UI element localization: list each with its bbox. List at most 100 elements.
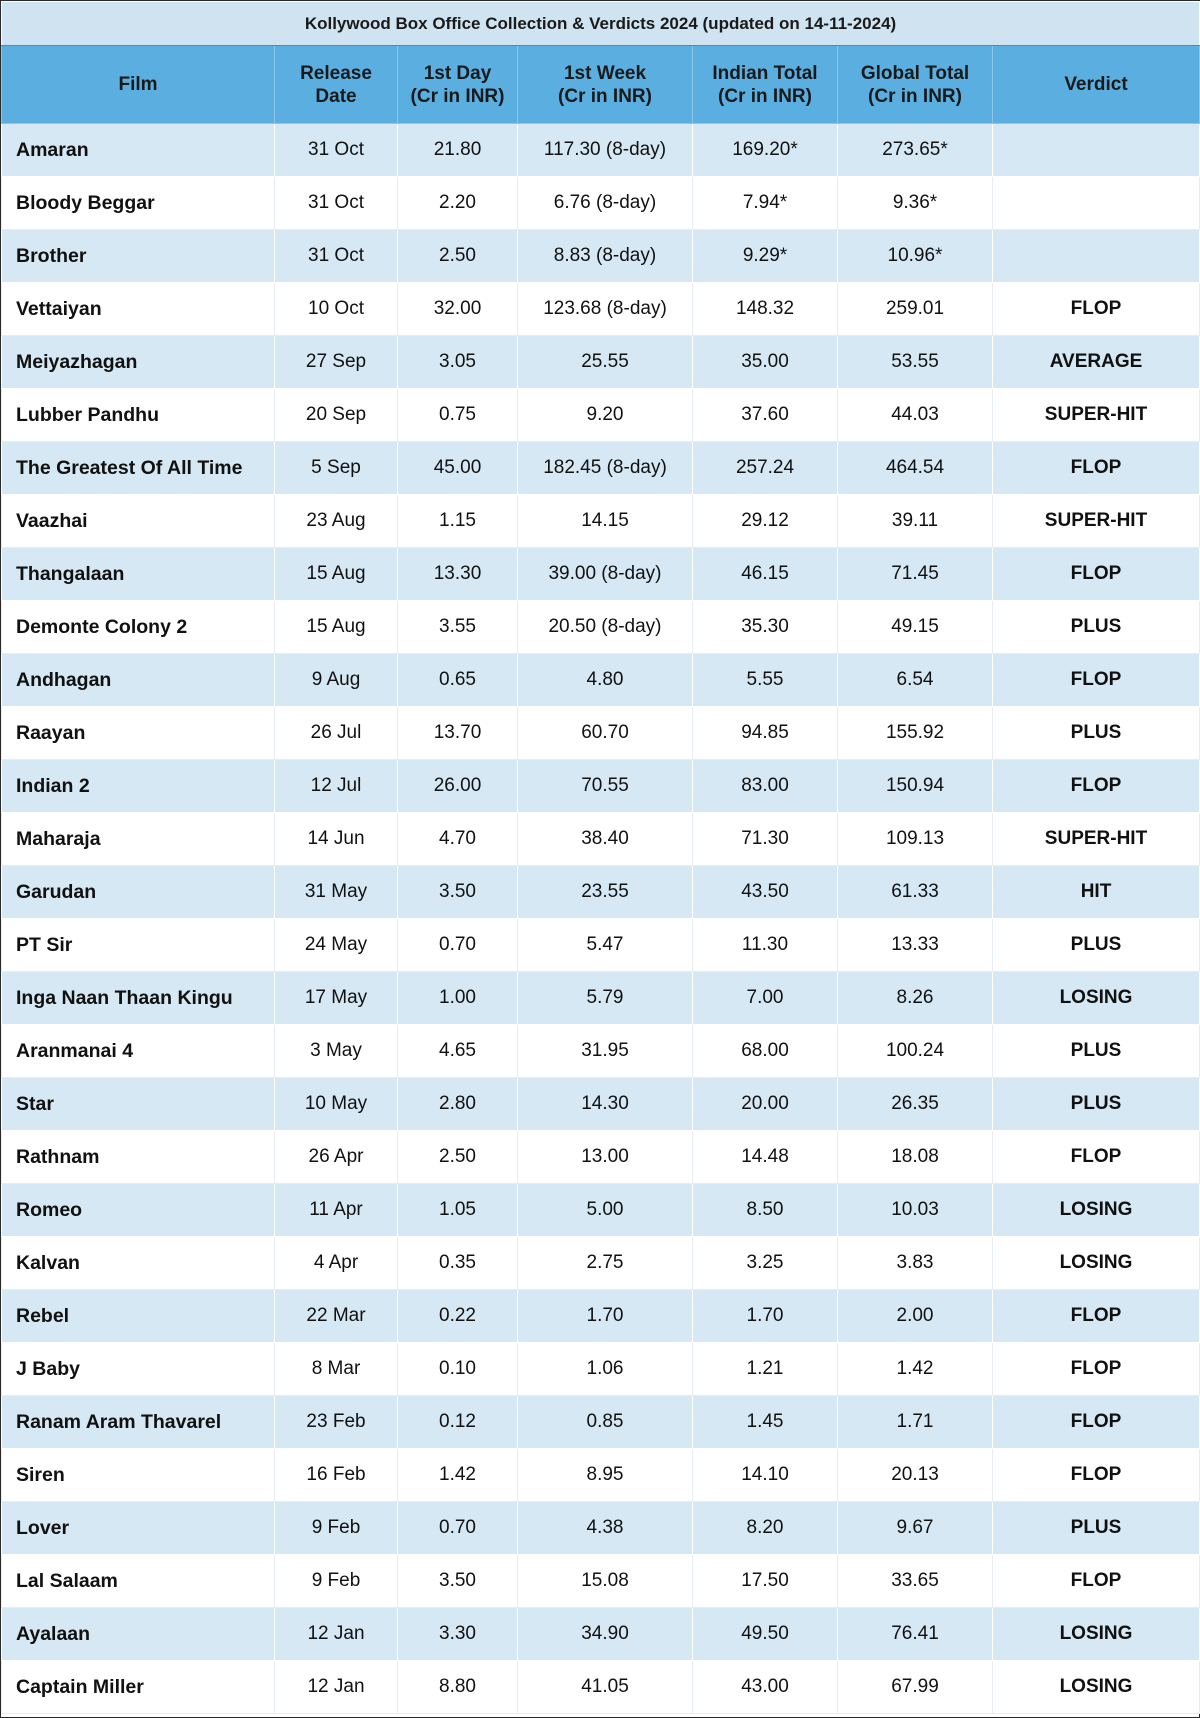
verdict-cell: PLUS xyxy=(992,918,1200,972)
release-date-cell: 8 Mar xyxy=(274,1342,398,1396)
release-date-cell: 26 Apr xyxy=(274,1130,398,1184)
indian-total-cell: 71.30 xyxy=(692,812,838,866)
first-day-cell: 2.80 xyxy=(397,1077,518,1131)
global-total-cell: 6.54 xyxy=(837,653,993,707)
first-day-cell: 0.70 xyxy=(397,1501,518,1555)
first-week-cell: 20.50 (8-day) xyxy=(517,600,693,654)
indian-total-cell: 5.55 xyxy=(692,653,838,707)
header-line-2: (Cr in INR) xyxy=(410,85,505,107)
header-line-1: Film xyxy=(118,74,158,95)
film-cell: Ayalaan xyxy=(1,1607,275,1661)
verdict-cell: FLOP xyxy=(992,1395,1200,1449)
release-date-cell: 11 Apr xyxy=(274,1183,398,1237)
table-row: Ranam Aram Thavarel 23 Feb 0.12 0.85 1.45 1.7… xyxy=(1,1395,1200,1449)
indian-total-cell: 1.45 xyxy=(692,1395,838,1449)
film-cell: Lubber Pandhu xyxy=(1,388,275,442)
indian-total-cell: 83.00 xyxy=(692,759,838,813)
release-date-cell: 26 Jul xyxy=(274,706,398,760)
table-row: Andhagan 9 Aug 0.65 4.80 5.55 6.54 FLOP xyxy=(1,653,1200,707)
first-day-cell: 1.15 xyxy=(397,494,518,548)
table-title-row: Kollywood Box Office Collection & Verdic… xyxy=(1,1,1200,46)
first-week-cell: 123.68 (8-day) xyxy=(517,282,693,336)
first-day-cell: 2.50 xyxy=(397,1130,518,1184)
first-day-cell: 3.50 xyxy=(397,1554,518,1608)
release-date-cell: 31 May xyxy=(274,865,398,919)
release-date-cell: 23 Aug xyxy=(274,494,398,548)
indian-total-cell: 35.30 xyxy=(692,600,838,654)
header-line-1: 1st Day xyxy=(423,62,492,84)
release-date-cell: 31 Oct xyxy=(274,176,398,230)
verdict-cell: FLOP xyxy=(992,653,1200,707)
film-cell: Kalvan xyxy=(1,1236,275,1290)
film-cell: Ranam Aram Thavarel xyxy=(1,1395,275,1449)
first-week-cell: 70.55 xyxy=(517,759,693,813)
verdict-cell: FLOP xyxy=(992,547,1200,601)
global-total-cell: 39.11 xyxy=(837,494,993,548)
first-day-cell: 13.70 xyxy=(397,706,518,760)
release-date-cell: 15 Aug xyxy=(274,547,398,601)
film-cell: Indian 2 xyxy=(1,759,275,813)
film-cell: Aranmanai 4 xyxy=(1,1024,275,1078)
column-header-global-total: Global Total (Cr in INR) xyxy=(837,45,993,124)
film-cell: Bloody Beggar xyxy=(1,176,275,230)
release-date-cell: 22 Mar xyxy=(274,1289,398,1343)
indian-total-cell: 94.85 xyxy=(692,706,838,760)
film-cell: Captain Miller xyxy=(1,1660,275,1714)
indian-total-cell: 46.15 xyxy=(692,547,838,601)
indian-total-cell: 1.21 xyxy=(692,1342,838,1396)
table-row: Lubber Pandhu 20 Sep 0.75 9.20 37.60 44.03 SUP… xyxy=(1,388,1200,442)
first-day-cell: 0.35 xyxy=(397,1236,518,1290)
first-week-cell: 14.30 xyxy=(517,1077,693,1131)
release-date-cell: 10 May xyxy=(274,1077,398,1131)
first-week-cell: 25.55 xyxy=(517,335,693,389)
first-week-cell: 8.95 xyxy=(517,1448,693,1502)
verdict-cell: LOSING xyxy=(992,1607,1200,1661)
indian-total-cell: 148.32 xyxy=(692,282,838,336)
verdict-cell: FLOP xyxy=(992,1130,1200,1184)
film-cell: Lal Salaam xyxy=(1,1554,275,1608)
indian-total-cell: 29.12 xyxy=(692,494,838,548)
table-row: Indian 2 12 Jul 26.00 70.55 83.00 150.94 FLOP xyxy=(1,759,1200,813)
global-total-cell: 2.00 xyxy=(837,1289,993,1343)
film-cell: Raayan xyxy=(1,706,275,760)
indian-total-cell: 49.50 xyxy=(692,1607,838,1661)
table-row: The Greatest Of All Time 5 Sep 45.00 182.45… xyxy=(1,441,1200,495)
release-date-cell: 9 Feb xyxy=(274,1501,398,1555)
verdict-cell xyxy=(992,123,1200,177)
verdict-cell: FLOP xyxy=(992,1448,1200,1502)
first-day-cell: 0.75 xyxy=(397,388,518,442)
column-header-first-week: 1st Week (Cr in INR) xyxy=(517,45,693,124)
indian-total-cell: 8.20 xyxy=(692,1501,838,1555)
first-week-cell: 4.38 xyxy=(517,1501,693,1555)
column-header-verdict: Verdict xyxy=(992,45,1200,124)
first-day-cell: 3.55 xyxy=(397,600,518,654)
release-date-cell: 12 Jan xyxy=(274,1660,398,1714)
table-row: Rathnam 26 Apr 2.50 13.00 14.48 18.08 FLOP xyxy=(1,1130,1200,1184)
first-week-cell: 31.95 xyxy=(517,1024,693,1078)
table-row: Brother 31 Oct 2.50 8.83 (8-day) 9.29* 10.96* xyxy=(1,229,1200,283)
global-total-cell: 9.67 xyxy=(837,1501,993,1555)
first-day-cell: 26.00 xyxy=(397,759,518,813)
verdict-cell: AVERAGE xyxy=(992,335,1200,389)
table-body: Amaran 31 Oct 21.80 117.30 (8-day) 169.20* 27… xyxy=(1,123,1200,1714)
first-week-cell: 8.83 (8-day) xyxy=(517,229,693,283)
film-cell: Inga Naan Thaan Kingu xyxy=(1,971,275,1025)
film-cell: Andhagan xyxy=(1,653,275,707)
film-cell: J Baby xyxy=(1,1342,275,1396)
first-week-cell: 15.08 xyxy=(517,1554,693,1608)
global-total-cell: 150.94 xyxy=(837,759,993,813)
first-day-cell: 32.00 xyxy=(397,282,518,336)
release-date-cell: 3 May xyxy=(274,1024,398,1078)
first-week-cell: 0.85 xyxy=(517,1395,693,1449)
global-total-cell: 464.54 xyxy=(837,441,993,495)
table-row: Lal Salaam 9 Feb 3.50 15.08 17.50 33.65 FLOP xyxy=(1,1554,1200,1608)
first-day-cell: 0.65 xyxy=(397,653,518,707)
global-total-cell: 33.65 xyxy=(837,1554,993,1608)
global-total-cell: 26.35 xyxy=(837,1077,993,1131)
table-row: Romeo 11 Apr 1.05 5.00 8.50 10.03 LOSING xyxy=(1,1183,1200,1237)
release-date-cell: 27 Sep xyxy=(274,335,398,389)
first-day-cell: 4.70 xyxy=(397,812,518,866)
indian-total-cell: 37.60 xyxy=(692,388,838,442)
header-line-1: Release xyxy=(300,62,372,84)
